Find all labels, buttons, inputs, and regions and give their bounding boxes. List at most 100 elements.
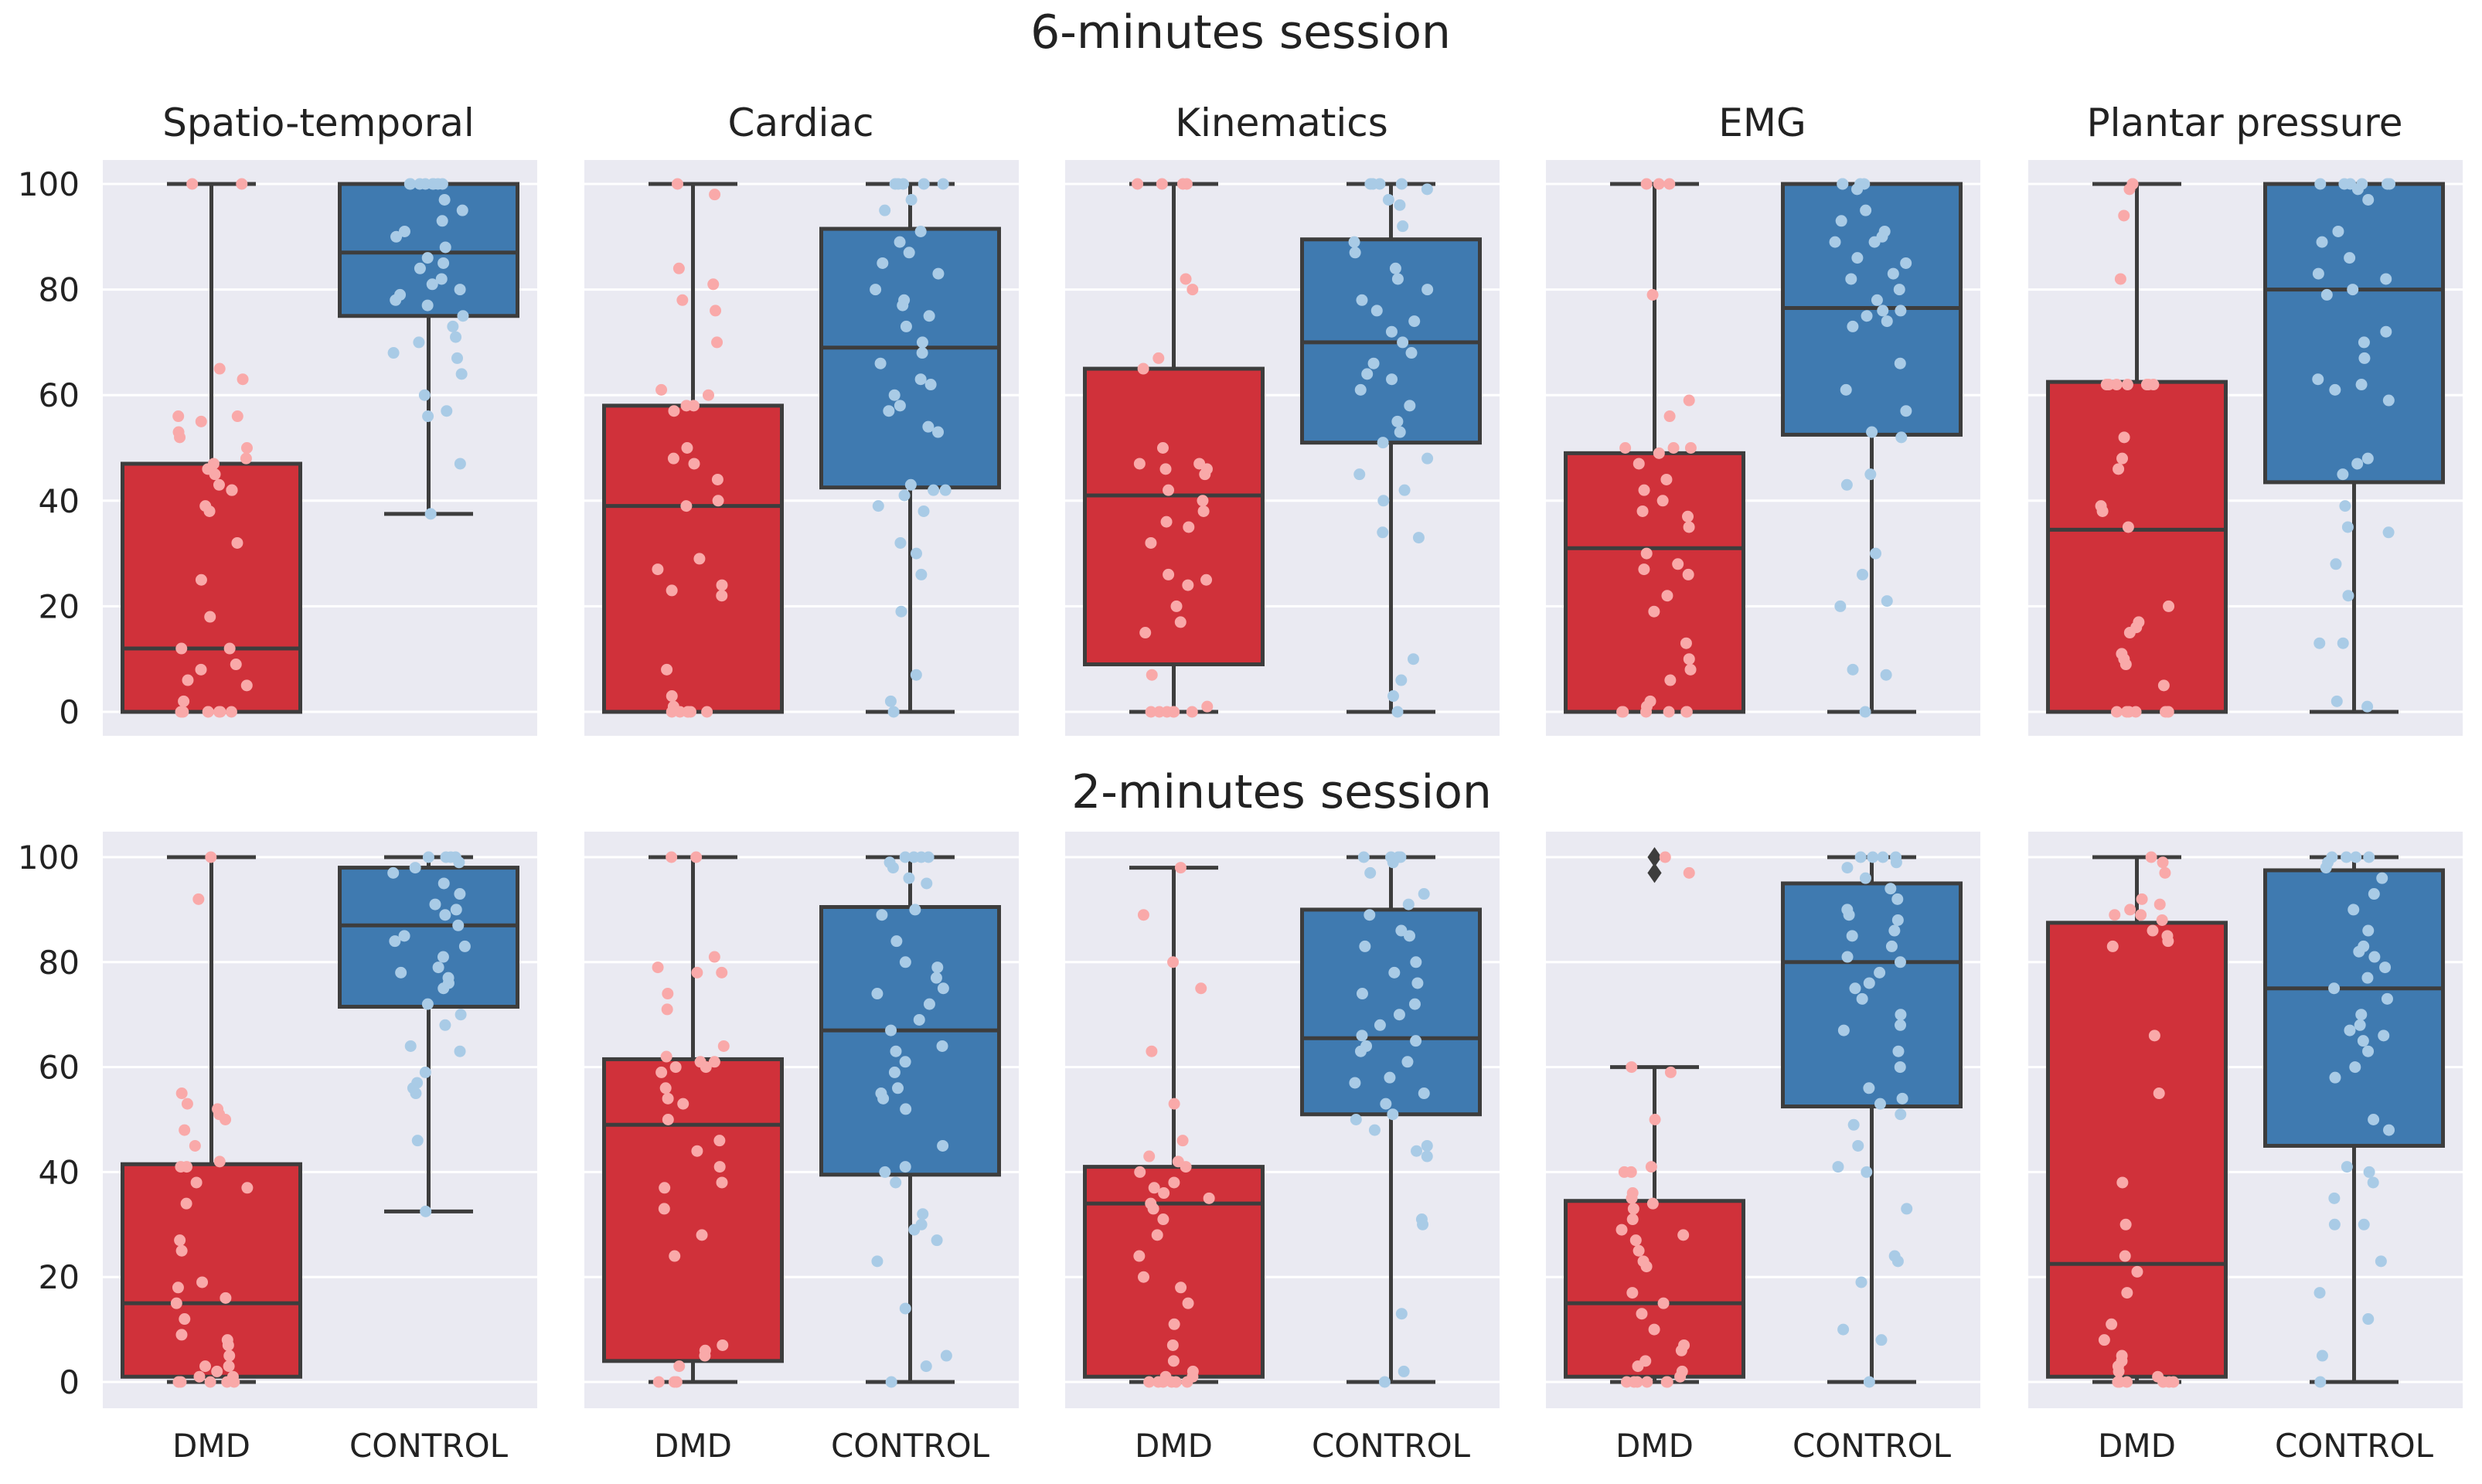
data-point [680,500,693,512]
data-point [2153,898,2166,910]
data-point [1174,616,1187,628]
data-point [1377,526,1389,539]
data-point [894,400,906,412]
data-point [213,478,225,491]
data-point [2376,872,2388,884]
data-point [1387,690,1399,703]
data-point [1145,706,1157,718]
data-point [1166,1339,1179,1351]
data-point [2118,209,2130,222]
data-point [441,405,453,417]
data-point [2350,851,2362,863]
data-point [1632,1360,1644,1373]
data-point [223,1350,236,1362]
data-point [659,1182,671,1194]
data-point [175,706,187,718]
data-point [2358,336,2370,349]
iqr-box [819,226,1001,490]
data-point [909,904,921,916]
data-point [672,178,684,190]
data-point [192,893,205,905]
data-point [1380,1098,1392,1110]
data-point [2381,992,2393,1005]
data-point [700,1061,712,1074]
data-point [404,178,417,190]
data-point [1139,627,1152,639]
data-point [1132,178,1144,190]
data-point [1863,977,1875,989]
data-point [2123,627,2136,639]
row-title-2-minutes: 2-minutes session [1071,765,1492,819]
panel-2-minutes-session-plantar-pressure: DMD CONTROL [2028,832,2463,1465]
data-point [937,982,949,995]
data-point [662,1092,674,1104]
data-point [1866,426,1878,438]
data-point [213,1156,226,1168]
data-point [1145,536,1157,549]
data-point [923,998,935,1010]
data-point [1147,1203,1159,1215]
data-point [1875,1334,1888,1346]
data-point [439,1019,451,1031]
data-point [2147,924,2159,937]
data-point [658,1203,670,1215]
data-point [1648,1323,1660,1336]
data-point [673,1360,686,1373]
data-point [2328,982,2341,995]
data-point [1348,236,1360,248]
data-point [1864,468,1877,481]
data-point [918,178,930,190]
data-point [437,982,450,995]
y-tick-label: 80 [39,944,80,982]
data-point [220,1292,232,1304]
data-point [716,966,728,979]
iqr-box [121,1162,302,1379]
data-point [888,389,901,401]
data-point [2361,972,2374,984]
data-point [2368,1114,2380,1125]
data-point [1854,851,1867,863]
data-point [175,1329,188,1341]
data-point [1877,851,1889,863]
data-point [1636,505,1649,517]
data-point [923,310,935,322]
data-point [435,273,448,285]
data-point [2112,1376,2124,1388]
data-point [1846,930,1858,942]
data-point [195,663,207,676]
data-point [414,178,426,190]
data-point [1393,1009,1405,1021]
data-point [1203,1192,1215,1204]
data-point [404,1040,417,1052]
data-point [2096,505,2109,517]
y-tick-label: 60 [39,376,80,414]
data-point [1663,706,1675,718]
data-point [2135,909,2147,921]
panel-6-minutes-session-cardiac [584,160,1019,736]
data-point [398,930,410,942]
data-point [1361,368,1374,380]
data-point [1840,383,1852,396]
data-point [1405,347,1418,359]
data-point [1837,1024,1850,1036]
data-point [913,1013,925,1026]
data-point [1895,431,1908,444]
data-point [1859,872,1871,884]
data-point [1199,468,1211,481]
data-point [181,1098,193,1110]
panel-6-minutes-session-plantar-pressure [2028,160,2463,736]
panel-2-minutes-session-emg: DMD CONTROL [1546,832,1980,1465]
data-point [1157,1376,1170,1388]
data-point [2368,888,2380,900]
box-dmd [602,178,784,718]
data-point [1359,940,1371,952]
data-point [1385,325,1398,338]
data-point [241,1182,254,1194]
data-point [696,1229,708,1241]
data-point [230,659,242,671]
data-point [2353,945,2365,958]
data-point [240,679,253,692]
data-point [2157,1376,2170,1388]
data-point [213,362,226,375]
data-point [1680,637,1692,649]
